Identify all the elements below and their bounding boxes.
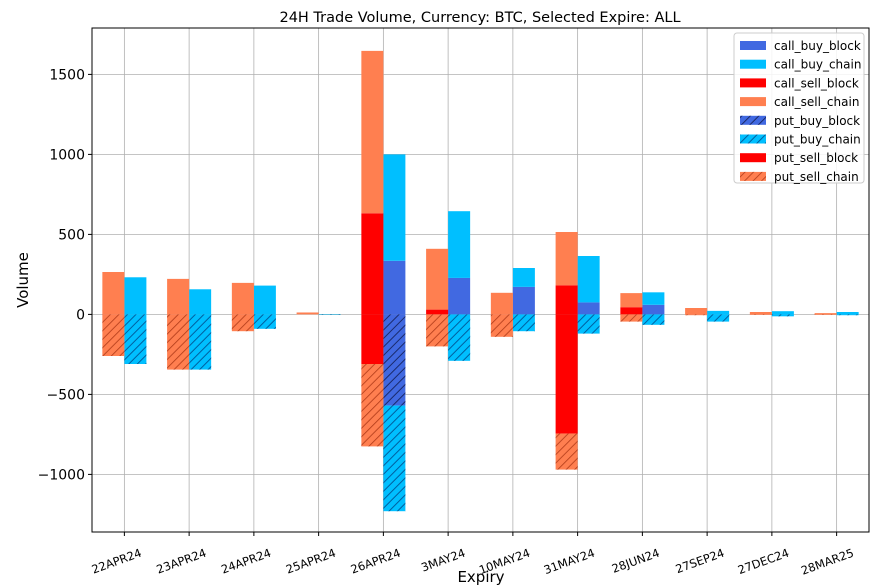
- legend-label-put_sell_chain: put_sell_chain: [774, 170, 859, 184]
- plot-frame: [91, 27, 870, 533]
- legend: call_buy_block call_buy_chain call_sell_bl…: [733, 32, 865, 184]
- bar-hatch-put_buy_chain: [771, 314, 794, 317]
- bar-put_sell_block: [361, 314, 384, 364]
- bar-hatch-put_buy_chain: [642, 314, 665, 325]
- bar-put_sell_block: [555, 314, 578, 434]
- chart-title: 24H Trade Volume, Currency: BTC, Selecte…: [279, 10, 680, 26]
- bar-call_sell_block: [620, 307, 643, 315]
- legend-swatch-call_sell_block: [740, 78, 766, 88]
- legend-label-put_buy_block: put_buy_block: [774, 114, 860, 128]
- legend-swatch-call_sell_chain: [740, 97, 766, 107]
- bar-call_buy_chain: [642, 292, 665, 305]
- bar-call_sell_chain: [555, 232, 578, 286]
- y-tick-label: −1000: [38, 467, 85, 483]
- bar-hatch-put_sell_chain: [555, 433, 578, 470]
- bar-hatch-put_sell_chain: [490, 314, 513, 337]
- bar-call_sell_chain: [361, 50, 384, 214]
- bar-hatch-put_sell_chain: [685, 314, 708, 316]
- y-axis: −1000 −500 0 500 1000 1500: [38, 67, 92, 483]
- bar-call_buy_block: [448, 277, 471, 315]
- bar-call_buy_block: [512, 286, 535, 315]
- bar-call_sell_block: [555, 285, 578, 315]
- bar-call_buy_chain: [512, 268, 535, 287]
- x-tick-label: 23APR24: [154, 546, 208, 577]
- x-tick-label: 27SEP24: [674, 546, 727, 577]
- bar-call_buy_chain: [836, 312, 859, 315]
- bar-hatch-put_sell_chain: [361, 364, 384, 447]
- bar-call_sell_chain: [620, 293, 643, 308]
- bar-call_buy_chain: [253, 285, 276, 315]
- bar-call_sell_chain: [231, 282, 254, 315]
- legend-label-put_sell_block: put_sell_block: [774, 151, 858, 165]
- bar-call_buy_block: [577, 302, 600, 315]
- bar-hatch-put_sell_chain: [167, 314, 190, 370]
- y-axis-title: Volume: [14, 252, 32, 308]
- x-tick-label: 22APR24: [90, 546, 144, 577]
- y-tick-label: 1000: [49, 147, 85, 163]
- bar-call_sell_chain: [749, 312, 772, 315]
- bar-call_sell_chain: [426, 248, 449, 310]
- bar-call_buy_chain: [189, 289, 212, 315]
- legend-swatch-hatch-put_buy_block: [740, 115, 766, 125]
- bar-call_buy_block: [383, 260, 406, 315]
- y-tick-label: 500: [58, 227, 85, 243]
- bar-call_buy_chain: [383, 154, 406, 261]
- bar-call_buy_chain: [707, 310, 730, 315]
- legend-swatch-hatch-put_sell_chain: [740, 171, 766, 181]
- bar-call_buy_chain: [577, 256, 600, 303]
- bar-call_buy_block: [642, 304, 665, 315]
- legend-swatch-call_buy_chain: [740, 59, 766, 69]
- x-tick-label: 27DEC24: [736, 546, 791, 577]
- bar-hatch-put_buy_chain: [512, 314, 535, 332]
- bar-call_sell_block: [361, 213, 384, 315]
- bar-hatch-put_buy_chain: [448, 314, 471, 361]
- bars: [102, 50, 859, 512]
- bar-call_sell_chain: [102, 272, 125, 315]
- legend-swatch-call_buy_block: [740, 41, 766, 50]
- bar-hatch-put_buy_chain: [577, 314, 600, 334]
- x-tick-label: 28JUN24: [610, 546, 661, 576]
- bar-hatch-put_buy_chain: [253, 314, 276, 329]
- bar-call_buy_chain: [448, 211, 471, 278]
- bar-hatch-put_buy_chain: [707, 314, 730, 322]
- x-tick-label: 31MAY24: [542, 546, 597, 577]
- y-tick-label: 0: [76, 307, 85, 323]
- x-tick-label: 24APR24: [219, 546, 273, 577]
- bar-hatch-put_buy_chain: [836, 314, 859, 316]
- bar-call_buy_chain: [124, 277, 147, 315]
- x-tick-label: 28MAR25: [799, 546, 856, 578]
- x-axis-title: Expiry: [457, 568, 504, 586]
- y-tick-label: −500: [47, 387, 85, 403]
- bar-hatch-put_buy_chain: [124, 314, 147, 364]
- bar-hatch-put_buy_block: [383, 314, 406, 406]
- x-tick-label: 25APR24: [284, 546, 338, 577]
- legend-label-call_sell_chain: call_sell_chain: [774, 95, 859, 109]
- bar-call_buy_chain: [771, 311, 794, 315]
- legend-box: [733, 32, 865, 184]
- bar-call_sell_block: [426, 309, 449, 315]
- legend-swatch-put_sell_block: [740, 153, 766, 163]
- bar-call_sell_chain: [814, 313, 837, 315]
- bar-hatch-put_sell_chain: [231, 314, 254, 332]
- legend-label-call_buy_chain: call_buy_chain: [774, 58, 861, 72]
- bar-call_sell_chain: [167, 278, 190, 315]
- bar-hatch-put_buy_chain: [383, 405, 406, 512]
- bar-hatch-put_sell_chain: [620, 314, 643, 322]
- y-tick-label: 1500: [49, 67, 85, 83]
- legend-label-put_buy_chain: put_buy_chain: [774, 133, 861, 147]
- bar-hatch-put_sell_chain: [426, 314, 449, 347]
- x-tick-label: 26APR24: [349, 546, 403, 577]
- bar-call_sell_chain: [490, 292, 513, 315]
- bar-hatch-put_sell_chain: [102, 314, 125, 356]
- bar-call_sell_chain: [685, 308, 708, 315]
- legend-label-call_sell_block: call_sell_block: [774, 76, 859, 90]
- legend-swatch-hatch-put_buy_chain: [740, 134, 766, 144]
- legend-label-call_buy_block: call_buy_block: [774, 39, 861, 53]
- bar-hatch-put_buy_chain: [189, 314, 212, 370]
- bar-call_sell_chain: [296, 312, 319, 315]
